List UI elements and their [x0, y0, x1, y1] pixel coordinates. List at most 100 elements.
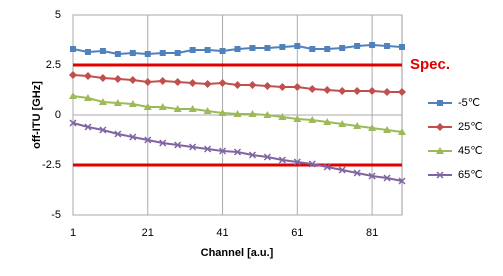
legend-label: -5℃ [458, 97, 480, 109]
data-point [233, 81, 242, 89]
data-point [143, 78, 152, 86]
data-point [263, 153, 271, 161]
data-point [218, 79, 227, 87]
data-point [324, 46, 331, 52]
legend-marker [437, 100, 443, 106]
data-point [354, 43, 361, 49]
data-point [98, 74, 107, 82]
y-tick-label: 2.5 [46, 59, 61, 71]
x-axis-title: Channel [a.u.] [201, 247, 274, 259]
legend-marker [436, 123, 444, 131]
data-point [114, 130, 122, 138]
data-point [248, 81, 257, 89]
data-point [398, 128, 406, 135]
data-point [338, 87, 347, 95]
data-point [353, 122, 362, 129]
data-point [143, 103, 152, 110]
data-point [70, 46, 76, 52]
data-point [203, 107, 212, 114]
data-point [128, 76, 137, 84]
x-tick-label: 21 [142, 227, 154, 239]
data-point [69, 71, 77, 79]
data-point [233, 148, 242, 156]
data-point [98, 98, 107, 105]
data-point [219, 48, 226, 54]
data-point [248, 151, 256, 159]
y-tick-label: -2.5 [42, 159, 61, 171]
data-point [353, 169, 361, 177]
data-point [204, 47, 211, 53]
data-point [99, 126, 107, 134]
data-point [233, 110, 242, 117]
data-point [174, 141, 182, 149]
data-point [189, 47, 196, 53]
data-point [158, 103, 167, 110]
legend-marker [436, 171, 444, 179]
legend-marker [436, 147, 444, 154]
data-point [83, 72, 92, 80]
data-point [144, 51, 151, 57]
data-point [129, 133, 137, 141]
data-point [144, 136, 152, 144]
data-point [69, 119, 77, 127]
data-point [203, 80, 212, 88]
data-point [279, 44, 286, 50]
data-point [278, 156, 286, 164]
y-axis-title: off-ITU [GHz] [31, 81, 43, 149]
data-point [128, 100, 137, 107]
y-tick-label: 5 [55, 9, 61, 21]
data-point [399, 44, 405, 50]
data-point [308, 116, 317, 123]
data-point [234, 46, 241, 52]
data-point [338, 120, 347, 127]
data-point [173, 78, 182, 86]
data-point [308, 160, 316, 168]
data-point [99, 48, 106, 54]
data-point [293, 83, 302, 91]
data-point [293, 115, 302, 122]
data-point [294, 43, 301, 49]
data-point [339, 45, 346, 51]
data-point [383, 88, 392, 96]
data-point [323, 118, 332, 125]
data-point [188, 105, 197, 112]
y-tick-label: 0 [55, 109, 61, 121]
legend-label: 65℃ [458, 169, 483, 181]
spec-label: Spec. [410, 56, 450, 73]
data-point [278, 83, 287, 91]
data-point [338, 166, 346, 174]
x-tick-label: 1 [70, 227, 76, 239]
data-point [158, 77, 167, 85]
data-point [218, 109, 227, 116]
data-point [84, 123, 92, 131]
data-point [113, 99, 122, 106]
data-point [174, 50, 181, 56]
data-point [189, 143, 197, 151]
data-point [83, 94, 92, 101]
data-point [263, 111, 272, 118]
data-point [308, 85, 317, 93]
data-point [293, 158, 301, 166]
data-point [204, 145, 212, 153]
y-tick-label: -5 [51, 209, 61, 221]
data-point [368, 87, 377, 95]
data-point [369, 42, 376, 48]
data-point [188, 79, 197, 87]
x-tick-label: 81 [366, 227, 378, 239]
data-point [323, 86, 332, 94]
legend-label: 45℃ [458, 145, 483, 157]
data-point [129, 50, 136, 56]
data-point [173, 105, 182, 112]
data-point [383, 126, 392, 133]
data-point [384, 43, 391, 49]
data-point [398, 177, 406, 185]
data-point [248, 110, 257, 117]
x-tick-label: 61 [291, 227, 303, 239]
data-point [159, 139, 167, 147]
data-point [309, 46, 316, 52]
data-point [249, 45, 256, 51]
x-tick-label: 41 [216, 227, 228, 239]
legend-label: 25℃ [458, 121, 483, 133]
data-point [114, 51, 121, 57]
